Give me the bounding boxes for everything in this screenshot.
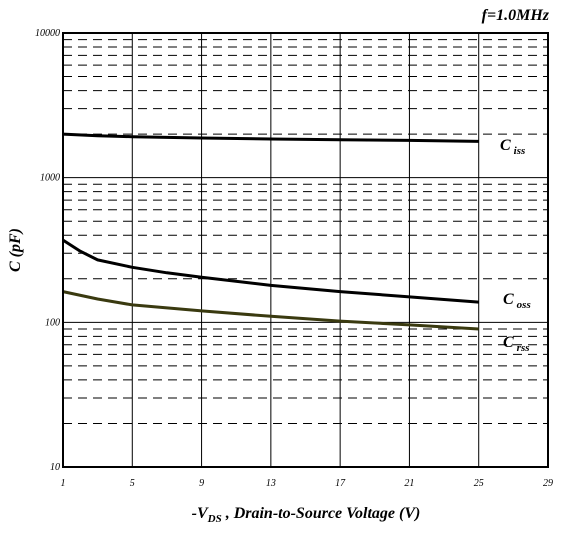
series-label-coss-name: C (503, 291, 514, 308)
grid-layer (63, 33, 548, 467)
series-label-crss-sub: rss (517, 342, 530, 354)
x-axis-title-prefix: -V (192, 505, 209, 522)
y-tick-label: 10000 (35, 28, 60, 39)
x-axis-title-subscript: DS (207, 513, 222, 525)
series-line-rss (62, 290, 479, 331)
x-axis-title: -VDS , Drain-to-Source Voltage (V) (192, 505, 421, 525)
x-tick-label: 25 (474, 478, 484, 489)
series-layer (62, 132, 479, 331)
series-label-coss-sub: oss (517, 299, 531, 311)
tick-layer: 1 5 9 13 17 21 25 29 10 100 1000 10000 (35, 28, 553, 489)
y-tick-label: 10 (50, 462, 60, 473)
plot-frame (62, 32, 549, 468)
x-tick-label: 9 (199, 478, 204, 489)
x-tick-label: 29 (543, 478, 553, 489)
frequency-annotation: f=1.0MHz (482, 7, 550, 24)
series-line-oss (62, 238, 479, 304)
series-label-crss-name: C (503, 334, 514, 351)
y-axis-title: C (pF) (7, 228, 24, 272)
x-tick-label: 1 (61, 478, 66, 489)
y-tick-label: 100 (45, 317, 60, 328)
y-tick-label: 1000 (40, 173, 60, 184)
x-tick-label: 13 (266, 478, 276, 489)
series-label-ciss-name: C (500, 137, 511, 154)
x-tick-label: 5 (130, 478, 135, 489)
x-tick-label: 17 (335, 478, 346, 489)
series-line-iss (62, 132, 479, 143)
series-label-ciss-sub: iss (514, 145, 526, 157)
x-axis-title-suffix: , Drain-to-Source Voltage (V) (222, 505, 421, 522)
x-tick-label: 21 (404, 478, 414, 489)
